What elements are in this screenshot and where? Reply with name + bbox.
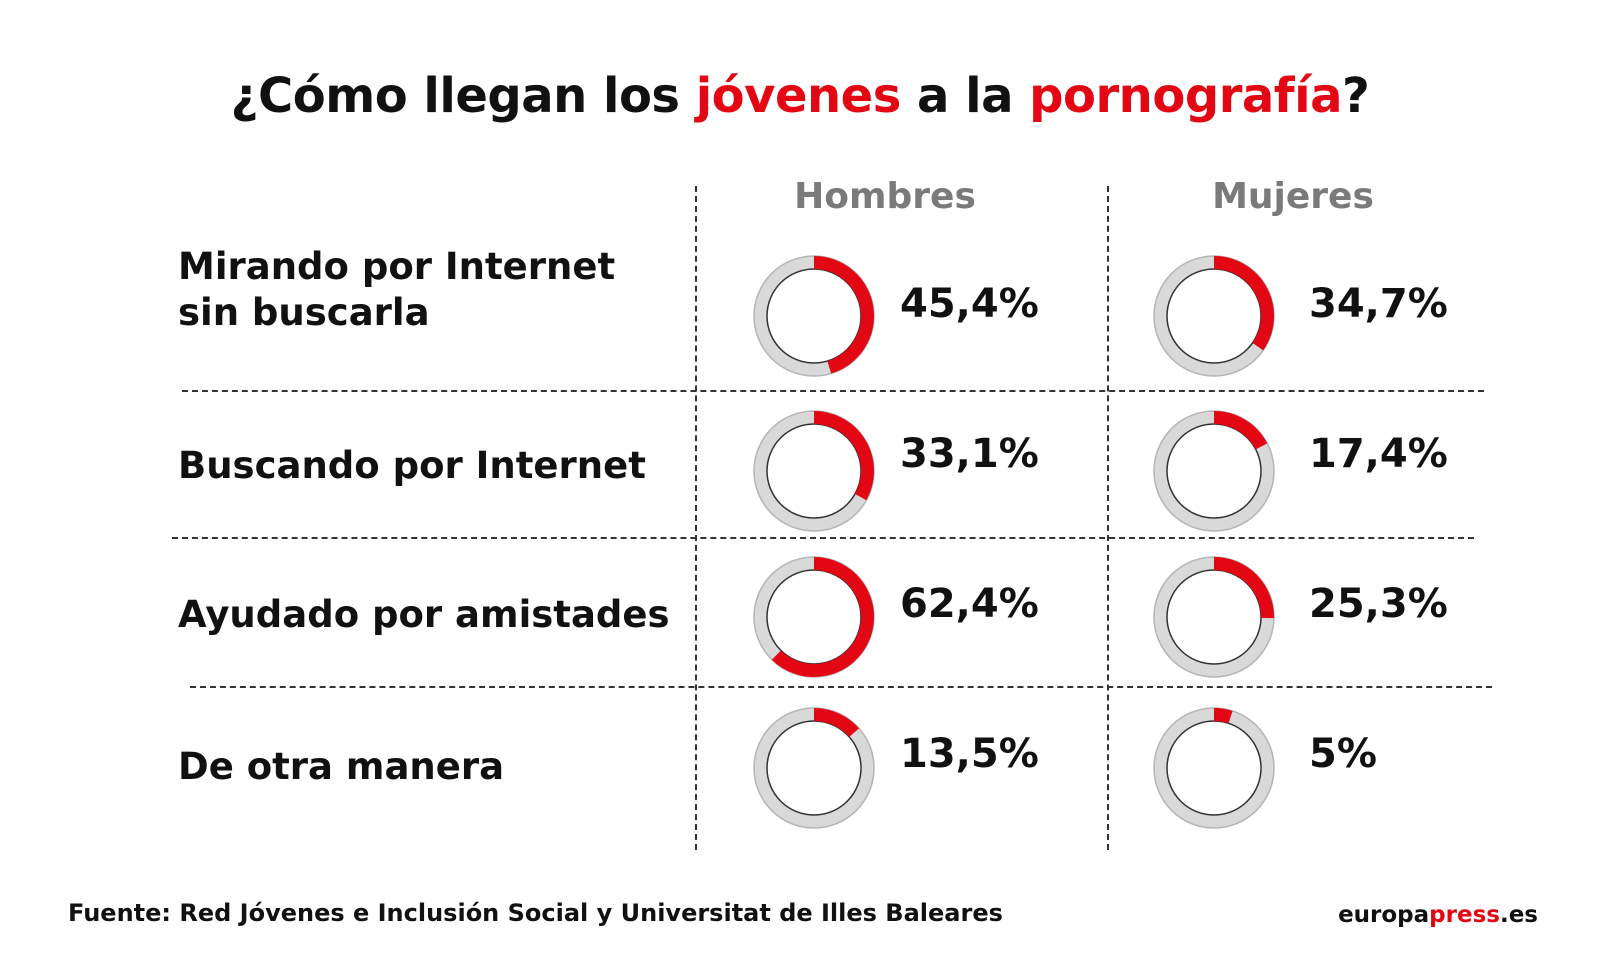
value-label-mujeres-buscando: 17,4% [1309,431,1448,477]
donut-hombres-otra-manera-inner-edge [766,720,862,816]
donut-hombres-amistades-inner-edge [766,569,862,665]
donut-mujeres-amistades [1153,556,1275,678]
grid-horizontal-line-1 [182,390,1484,392]
value-label-mujeres-otra-manera: 5% [1309,731,1377,777]
column-header-mujeres: Mujeres [1212,176,1374,217]
brand-prefix: europa [1338,902,1430,928]
donut-hombres-amistades-value-arc [771,557,874,677]
chart-title: ¿Cómo llegan los jóvenes a la pornografí… [0,68,1600,124]
donut-hombres-otra-manera-value-arc [813,708,860,738]
brand-suffix: .es [1499,902,1538,928]
value-label-mujeres-amistades: 25,3% [1309,581,1448,627]
row-label-buscando: Buscando por Internet [178,444,646,487]
grid-vertical-line-2 [1107,186,1109,850]
donut-mujeres-otra-manera-inner-edge [1166,720,1262,816]
source-note: Fuente: Red Jóvenes e Inclusión Social y… [68,899,1003,927]
value-label-mujeres-mirando: 34,7% [1309,281,1448,327]
donut-mujeres-otra-manera [1153,707,1275,829]
donut-hombres-otra-manera [753,707,875,829]
title-part-2: a la [900,68,1030,124]
donut-mujeres-buscando-inner-edge [1166,423,1262,519]
donut-mujeres-mirando-value-arc [1213,256,1274,351]
donut-hombres-mirando-value-arc [813,256,874,374]
title-part-1: ¿Cómo llegan los [230,68,696,124]
row-label-otra-manera: De otra manera [178,745,505,788]
grid-vertical-line-1 [695,186,697,850]
donut-mujeres-amistades-inner-edge [1166,569,1262,665]
row-label-mirando-line-2: sin buscarla [178,291,430,334]
value-label-hombres-buscando: 33,1% [900,431,1039,477]
grid-horizontal-line-3 [190,686,1492,688]
donut-hombres-buscando-inner-edge [766,423,862,519]
brand-logo: europapress.es [1338,902,1538,928]
row-label-mirando: Mirando por Internet sin buscarla [178,244,698,336]
value-label-hombres-otra-manera: 13,5% [900,731,1039,777]
donut-mujeres-mirando-inner-edge [1166,268,1262,364]
value-label-hombres-amistades: 62,4% [900,581,1039,627]
value-label-hombres-mirando: 45,4% [900,281,1039,327]
donut-mujeres-amistades-value-arc [1213,557,1274,619]
donut-mujeres-otra-manera-value-arc [1213,708,1233,724]
donut-mujeres-buscando [1153,410,1275,532]
title-highlight-pornografia: pornografía [1029,68,1342,124]
donut-mujeres-mirando [1153,255,1275,377]
title-highlight-jovenes: jóvenes [695,68,902,124]
donut-hombres-mirando-inner-edge [766,268,862,364]
donut-hombres-amistades [753,556,875,678]
donut-hombres-mirando [753,255,875,377]
donut-mujeres-buscando-value-arc [1213,411,1268,450]
brand-highlight: press [1429,902,1500,928]
grid-horizontal-line-2 [172,537,1474,539]
donut-hombres-buscando-value-arc [813,411,874,501]
row-label-amistades: Ayudado por amistades [178,593,670,636]
donut-hombres-buscando [753,410,875,532]
row-label-mirando-line-1: Mirando por Internet [178,245,616,288]
title-part-3: ? [1341,68,1370,124]
column-header-hombres: Hombres [794,176,976,217]
